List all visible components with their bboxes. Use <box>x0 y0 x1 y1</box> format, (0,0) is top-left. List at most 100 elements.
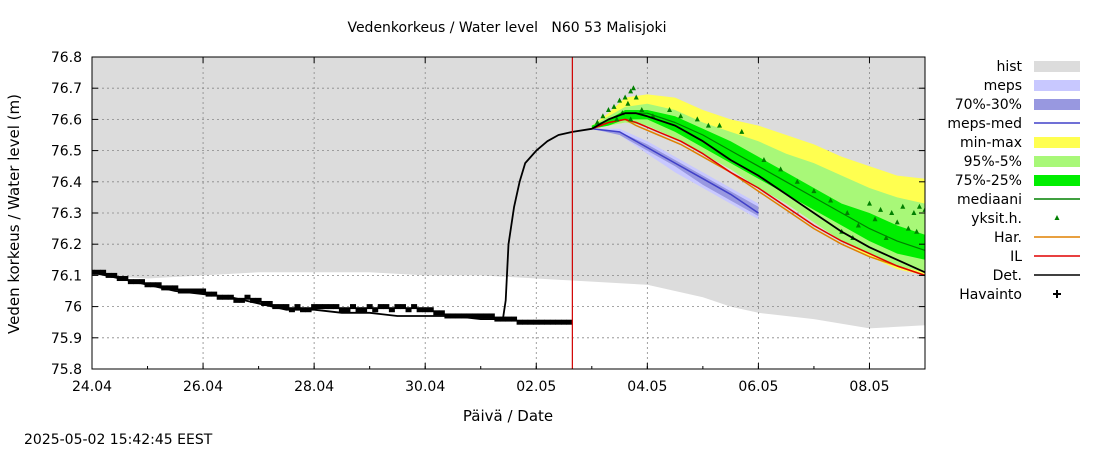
havainto-point <box>488 313 495 319</box>
havainto-point <box>405 307 412 313</box>
legend-item-hist: hist <box>996 59 1080 75</box>
yksith-point <box>630 85 636 91</box>
legend-item-har: Har. <box>994 230 1080 246</box>
havainto-point <box>150 282 157 288</box>
havainto-point <box>377 304 384 310</box>
chart-title: Vedenkorkeus / Water level N60 53 Malisj… <box>347 20 666 36</box>
havainto-point <box>138 279 145 285</box>
yksith-point <box>594 119 600 125</box>
yksith-point <box>916 203 922 209</box>
havainto-point <box>244 294 251 300</box>
x-axis-label: Päivä / Date <box>463 407 553 425</box>
yksith-point <box>614 116 620 122</box>
yksith-point <box>794 178 800 184</box>
havainto-point <box>344 307 351 313</box>
legend-label: meps-med <box>947 116 1022 132</box>
havainto-point <box>300 307 307 313</box>
x-tick-label: 04.05 <box>627 379 667 395</box>
havainto-point <box>399 304 406 310</box>
legend-label: hist <box>996 59 1022 75</box>
havainto-point <box>433 310 440 316</box>
havainto-point <box>100 269 107 275</box>
x-tick-label: 08.05 <box>849 379 889 395</box>
yksith-point <box>617 97 623 103</box>
legend-label: 70%-30% <box>955 97 1022 113</box>
havainto-point <box>261 300 268 306</box>
plot-area <box>92 57 925 369</box>
x-tick-label: 24.04 <box>72 379 112 395</box>
havainto-point <box>383 304 390 310</box>
legend-label: yksit.h. <box>971 211 1022 227</box>
legend-label: Det. <box>993 268 1022 284</box>
y-tick-label: 76.4 <box>51 175 82 191</box>
havainto-point <box>466 313 473 319</box>
havainto-point <box>116 276 123 282</box>
havainto-point <box>333 304 340 310</box>
yksith-point <box>705 122 711 128</box>
y-tick-label: 75.9 <box>51 331 82 347</box>
legend-label: mediaani <box>957 192 1022 208</box>
havainto-point <box>111 272 118 278</box>
yksith-point <box>828 197 834 203</box>
havainto-point <box>338 307 345 313</box>
yksith-point <box>667 107 673 113</box>
havainto-point <box>222 294 229 300</box>
havainto-point <box>266 300 273 306</box>
havainto-point <box>394 304 401 310</box>
legend-label: 95%-5% <box>964 154 1022 170</box>
legend-swatch <box>1053 290 1061 298</box>
havainto-point <box>133 279 140 285</box>
havainto-point <box>549 319 556 325</box>
legend-item-il: IL <box>1010 249 1080 265</box>
havainto-point <box>505 316 512 322</box>
havainto-point <box>200 288 207 294</box>
havainto-point <box>205 291 212 297</box>
x-tick-label: 26.04 <box>183 379 223 395</box>
timestamp: 2025-05-02 15:42:45 EEST <box>24 432 213 448</box>
x-tick-label: 30.04 <box>405 379 445 395</box>
havainto-point <box>283 304 290 310</box>
legend-item-det: Det. <box>993 268 1080 284</box>
havainto-point <box>327 304 334 310</box>
yksith-point <box>611 103 617 109</box>
legend-label: min-max <box>960 135 1022 151</box>
havainto-point <box>305 307 312 313</box>
havainto-point <box>177 288 184 294</box>
havainto-point <box>427 307 434 313</box>
x-tick-label: 06.05 <box>738 379 778 395</box>
legend-label: Har. <box>994 230 1022 246</box>
havainto-point <box>366 304 373 310</box>
yksith-point <box>694 116 700 122</box>
legend-item-minmax: min-max <box>960 135 1080 151</box>
y-tick-label: 76.2 <box>51 237 82 253</box>
havainto-point <box>122 276 129 282</box>
havainto-point <box>566 319 573 325</box>
havainto-point <box>194 288 201 294</box>
legend-label: Havainto <box>959 287 1022 303</box>
yksith-point <box>911 210 917 215</box>
legend-item-yksith: yksit.h. <box>971 211 1060 227</box>
havainto-point <box>105 272 112 278</box>
legend-swatch <box>1034 175 1080 186</box>
yksith-point <box>894 219 900 225</box>
havainto-point <box>355 307 362 313</box>
havainto-point <box>311 304 318 310</box>
havainto-point <box>522 319 529 325</box>
havainto-point <box>499 316 506 322</box>
havainto-point <box>455 313 462 319</box>
havainto-point <box>438 310 445 316</box>
axes: 24.04 26.04 28.04 30.04 02.05 04.05 06.05 08.05… <box>51 50 926 395</box>
yksith-point <box>600 113 606 119</box>
yksith-point <box>905 225 911 231</box>
havainto-point <box>272 304 279 310</box>
havainto-point <box>216 294 223 300</box>
y-tick-label: 76.6 <box>51 112 82 128</box>
havainto-point <box>92 269 95 275</box>
yksith-point <box>900 203 906 209</box>
havainto-point <box>461 313 468 319</box>
yksith-point <box>633 94 639 100</box>
y-tick-label: 76.3 <box>51 206 82 222</box>
havainto-point <box>527 319 534 325</box>
yksith-point <box>628 88 634 94</box>
